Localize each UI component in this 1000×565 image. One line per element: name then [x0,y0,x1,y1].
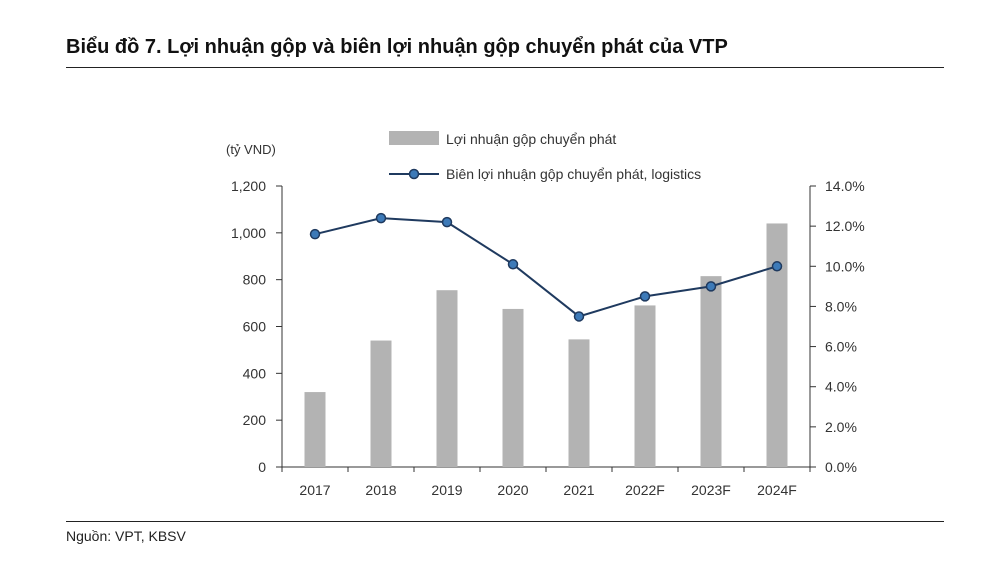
chart-title: Biểu đồ 7. Lợi nhuận gộp và biên lợi nhu… [66,36,728,58]
right-tick-label: 4.0% [825,379,857,395]
right-tick-label: 6.0% [825,339,857,355]
right-tick-label: 14.0% [825,178,865,194]
bar [502,308,524,467]
left-tick-label: 1,200 [231,178,266,194]
margin-point [507,259,519,270]
margin-point [375,212,387,224]
margin-point [441,216,453,228]
left-axis-label: (tỷ VND) [226,142,276,157]
right-tick-label: 2.0% [825,419,857,435]
title-divider [66,67,944,68]
margin-point [639,291,651,302]
left-tick-label: 0 [258,459,266,475]
axes: 0 200 400 600 800 1,000 1,200 0.0% 2.0% 4.0% 6.0% 8… [231,178,865,498]
x-tick-label: 2018 [365,482,396,498]
right-tick-label: 8.0% [825,298,857,314]
left-tick-label: 800 [243,272,267,288]
x-tick-label: 2024F [757,482,797,498]
x-tick-label: 2021 [563,482,594,498]
right-tick-label: 0.0% [825,459,857,475]
bar [370,340,392,467]
bar [568,339,590,467]
legend-line-marker [408,168,420,180]
x-tick-label: 2017 [299,482,330,498]
right-tick-label: 12.0% [825,218,865,234]
bar [700,276,722,467]
margin-line-path [314,217,778,318]
margin-point [309,228,321,240]
x-tick-label: 2020 [497,482,528,498]
bars [304,223,788,467]
left-tick-label: 200 [243,412,267,428]
margin-point [573,311,585,322]
x-tick-label: 2022F [625,482,665,498]
right-tick-label: 10.0% [825,258,865,274]
left-tick-label: 600 [243,319,267,335]
bar [634,305,656,467]
x-tick-label: 2023F [691,482,731,498]
legend-bar-swatch [389,131,439,145]
margin-point [705,281,717,292]
margin-point [771,261,783,272]
source-note: Nguồn: VPT, KBSV [66,528,186,544]
bar [436,290,458,467]
legend: Lợi nhuận gộp chuyển phát Biên lợi nhuận… [389,131,701,182]
legend-line-label: Biên lợi nhuận gộp chuyển phát, logistic… [446,166,701,182]
margin-line [309,212,783,322]
legend-bar-label: Lợi nhuận gộp chuyển phát [446,131,616,147]
x-tick-label: 2019 [431,482,462,498]
source-divider [66,521,944,522]
left-tick-label: 400 [243,365,267,381]
bar [304,392,326,467]
bar [766,223,788,467]
left-tick-label: 1,000 [231,225,266,241]
